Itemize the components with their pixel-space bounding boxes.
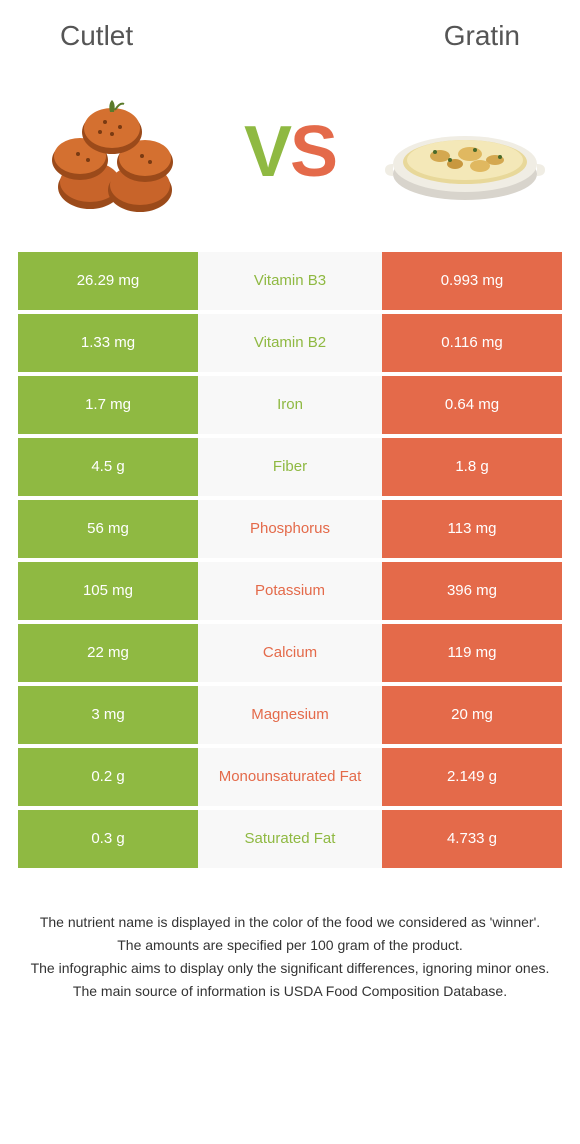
left-value: 26.29 mg xyxy=(18,252,198,310)
nutrient-label: Vitamin B3 xyxy=(198,252,382,310)
left-value: 105 mg xyxy=(18,562,198,620)
left-food-title: Cutlet xyxy=(60,20,133,52)
hero-row: VS xyxy=(0,62,580,252)
table-row: 22 mgCalcium119 mg xyxy=(18,624,562,682)
right-value: 4.733 g xyxy=(382,810,562,868)
table-row: 4.5 gFiber1.8 g xyxy=(18,438,562,496)
nutrient-label: Calcium xyxy=(198,624,382,682)
footer-line: The infographic aims to display only the… xyxy=(30,958,550,979)
right-value: 0.64 mg xyxy=(382,376,562,434)
table-row: 56 mgPhosphorus113 mg xyxy=(18,500,562,558)
table-row: 105 mgPotassium396 mg xyxy=(18,562,562,620)
left-value: 0.3 g xyxy=(18,810,198,868)
table-row: 0.2 gMonounsaturated Fat2.149 g xyxy=(18,748,562,806)
right-value: 1.8 g xyxy=(382,438,562,496)
left-value: 4.5 g xyxy=(18,438,198,496)
table-row: 1.33 mgVitamin B20.116 mg xyxy=(18,314,562,372)
cutlet-image xyxy=(30,82,200,222)
table-row: 1.7 mgIron0.64 mg xyxy=(18,376,562,434)
nutrient-label: Vitamin B2 xyxy=(198,314,382,372)
nutrient-label: Fiber xyxy=(198,438,382,496)
right-value: 119 mg xyxy=(382,624,562,682)
right-value: 2.149 g xyxy=(382,748,562,806)
nutrient-label: Saturated Fat xyxy=(198,810,382,868)
gratin-image xyxy=(380,82,550,222)
left-value: 1.7 mg xyxy=(18,376,198,434)
header: Cutlet Gratin xyxy=(0,0,580,62)
right-food-title: Gratin xyxy=(444,20,520,52)
footer-line: The main source of information is USDA F… xyxy=(30,981,550,1002)
nutrient-label: Potassium xyxy=(198,562,382,620)
nutrient-label: Magnesium xyxy=(198,686,382,744)
table-row: 26.29 mgVitamin B30.993 mg xyxy=(18,252,562,310)
vs-label: VS xyxy=(244,111,336,193)
left-value: 3 mg xyxy=(18,686,198,744)
right-value: 0.116 mg xyxy=(382,314,562,372)
right-value: 113 mg xyxy=(382,500,562,558)
left-value: 56 mg xyxy=(18,500,198,558)
nutrient-label: Monounsaturated Fat xyxy=(198,748,382,806)
right-value: 396 mg xyxy=(382,562,562,620)
footer-line: The nutrient name is displayed in the co… xyxy=(30,912,550,933)
footer-notes: The nutrient name is displayed in the co… xyxy=(0,872,580,1024)
right-value: 0.993 mg xyxy=(382,252,562,310)
comparison-table: 26.29 mgVitamin B30.993 mg1.33 mgVitamin… xyxy=(0,252,580,868)
left-value: 22 mg xyxy=(18,624,198,682)
left-value: 1.33 mg xyxy=(18,314,198,372)
right-value: 20 mg xyxy=(382,686,562,744)
vs-v: V xyxy=(244,112,290,192)
vs-s: S xyxy=(290,112,336,192)
left-value: 0.2 g xyxy=(18,748,198,806)
nutrient-label: Iron xyxy=(198,376,382,434)
nutrient-label: Phosphorus xyxy=(198,500,382,558)
table-row: 0.3 gSaturated Fat4.733 g xyxy=(18,810,562,868)
table-row: 3 mgMagnesium20 mg xyxy=(18,686,562,744)
footer-line: The amounts are specified per 100 gram o… xyxy=(30,935,550,956)
